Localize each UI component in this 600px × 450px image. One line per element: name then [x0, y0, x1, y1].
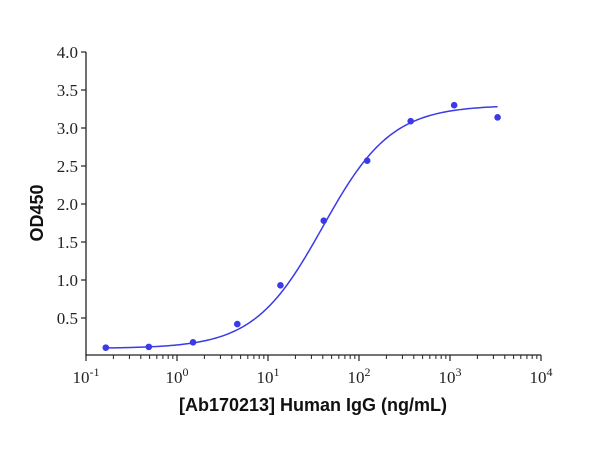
x-tick-label: 103 — [439, 365, 462, 387]
y-tick-label: 2.5 — [57, 157, 78, 176]
data-point — [234, 320, 241, 328]
axes: 0.5 1.0 1.5 2.0 2.5 3.0 3.5 4.0 10-1 100 101 102 103… — [57, 43, 553, 387]
data-point — [494, 114, 501, 121]
data-point — [407, 117, 415, 125]
data-point — [363, 157, 371, 164]
data-point — [189, 339, 197, 346]
data-point — [102, 344, 110, 351]
y-tick-label: 1.5 — [57, 233, 78, 252]
x-tick-label: 10-1 — [73, 365, 100, 387]
x-tick-label: 102 — [348, 365, 371, 387]
data-point — [145, 343, 153, 351]
y-axis-title: OD450 — [27, 184, 47, 241]
y-tick-label: 3.5 — [57, 81, 78, 100]
y-tick-label: 3.0 — [57, 119, 78, 138]
fit-curve — [105, 105, 498, 349]
y-tick-label: 1.0 — [57, 271, 78, 290]
y-tick-label: 0.5 — [57, 309, 78, 328]
data-points — [102, 101, 501, 351]
y-tick-label: 4.0 — [57, 43, 78, 62]
fit-curve-path — [105, 105, 498, 349]
data-point — [320, 217, 328, 225]
y-tick-label: 2.0 — [57, 195, 78, 214]
x-axis-title: [Ab170213] Human IgG (ng/mL) — [179, 395, 447, 415]
x-tick-label: 100 — [166, 365, 189, 387]
x-tick-label: 101 — [257, 365, 280, 387]
x-tick-label: 104 — [530, 365, 553, 387]
data-point — [450, 101, 458, 109]
data-point — [277, 282, 284, 289]
